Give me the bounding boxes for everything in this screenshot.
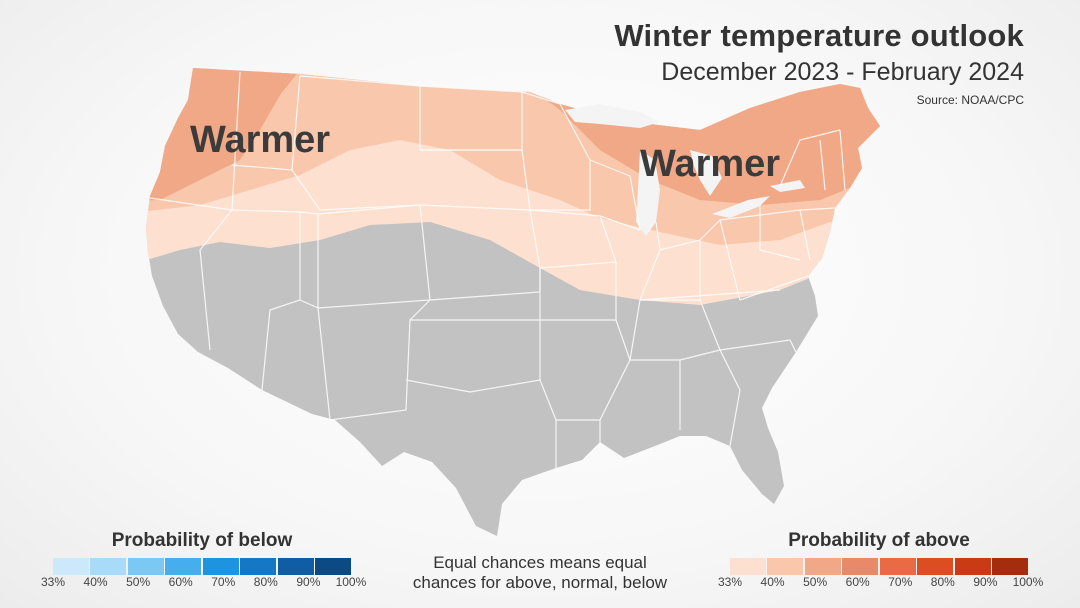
legend-above-swatch (954, 558, 991, 575)
legend-above-swatch (917, 558, 954, 575)
legend-above-swatch (804, 558, 841, 575)
legend-above-tick: 40% (760, 575, 785, 589)
legend-above-tick: 100% (1012, 575, 1044, 589)
legend-above-tick: 70% (888, 575, 913, 589)
legend-below-tick: 60% (168, 575, 193, 589)
legend-above-swatch (991, 558, 1028, 575)
legend-above-swatch (730, 558, 766, 575)
legend-below-ticks: 33% 40% 50% 60% 70% 80% 90% 100% (36, 575, 368, 589)
legend-below-title: Probability of below (111, 530, 293, 551)
legend-below-tick: 40% (83, 575, 108, 589)
legend-below-swatch (53, 558, 89, 575)
legend-above-swatch (767, 558, 804, 575)
legend-below-swatch (314, 558, 351, 575)
lake-michigan (636, 150, 660, 236)
legend-above-swatches (730, 558, 1028, 575)
legend-below-tick: 80% (253, 575, 278, 589)
lake-ontario (770, 180, 805, 192)
legend-below-swatch (277, 558, 314, 575)
legend-above-tick: 50% (803, 575, 828, 589)
legend-below-tick: 100% (335, 575, 367, 589)
legend-below-swatch (240, 558, 277, 575)
lake-huron (690, 150, 722, 196)
source-note: Source: NOAA/CPC (916, 93, 1024, 107)
legend-above: Probability of above 33% 40% 50% 60% 70%… (718, 530, 1043, 589)
equal-chances-line-1: Equal chances means equal (433, 553, 647, 572)
legend-below-swatch (202, 558, 239, 575)
legend-above-tick: 60% (845, 575, 870, 589)
state-borders (149, 71, 846, 468)
legend-above-ticks: 33% 40% 50% 60% 70% 80% 90% 100% (713, 575, 1045, 589)
warmer-label-east: Warmer (640, 143, 780, 185)
legend-below-swatches (53, 558, 351, 575)
legend-below-swatch (165, 558, 202, 575)
legend-above-swatch (842, 558, 879, 575)
legend-above-tick: 90% (973, 575, 998, 589)
legend-below-tick: 50% (126, 575, 151, 589)
chart-title: Winter temperature outlook (614, 18, 1024, 53)
chart-subtitle: December 2023 - February 2024 (661, 58, 1024, 86)
legend-above-title: Probability of above (788, 530, 970, 551)
legend-above-swatch (879, 558, 916, 575)
legend-below-tick: 33% (40, 575, 66, 589)
legend-below-swatch (127, 558, 164, 575)
equal-chances-note: Equal chances means equal chances for ab… (380, 553, 700, 593)
equal-chances-line-2: chances for above, normal, below (412, 573, 668, 592)
warmer-label-west: Warmer (190, 119, 330, 161)
legend-below: Probability of below 33% 40% 50% 60% 70%… (41, 530, 366, 589)
lake-superior (565, 104, 660, 128)
legend-below-tick: 70% (211, 575, 236, 589)
legend-above-tick: 33% (717, 575, 743, 589)
legend-above-tick: 80% (930, 575, 955, 589)
title-block: Winter temperature outlook December 2023… (614, 18, 1024, 107)
legend-below-tick: 90% (296, 575, 321, 589)
lake-erie (712, 196, 770, 218)
legend-below-swatch (90, 558, 127, 575)
